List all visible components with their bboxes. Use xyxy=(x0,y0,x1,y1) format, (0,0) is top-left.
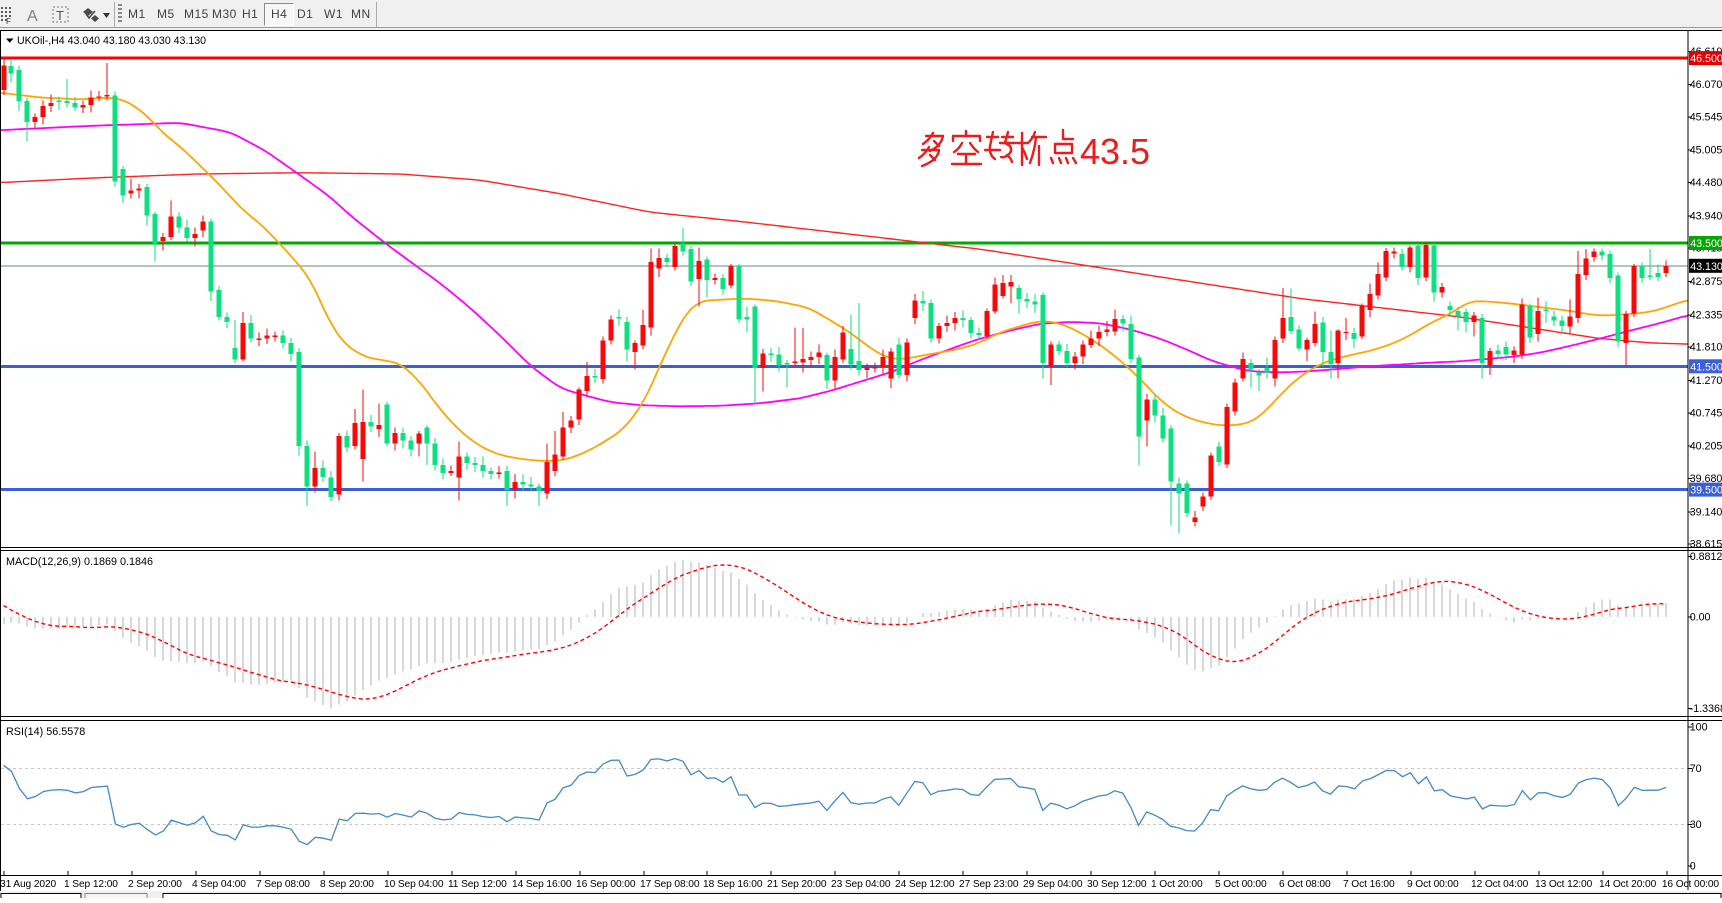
svg-text:MACD(12,26,9) 0.1869 0.1846: MACD(12,26,9) 0.1869 0.1846 xyxy=(6,556,153,568)
svg-text:14 Sep 16:00: 14 Sep 16:00 xyxy=(512,879,572,890)
svg-text:16 Oct 00:00: 16 Oct 00:00 xyxy=(1662,879,1720,890)
svg-text:39.680: 39.680 xyxy=(1690,473,1722,485)
svg-text:41.270: 41.270 xyxy=(1690,375,1722,387)
svg-text:40.745: 40.745 xyxy=(1690,407,1722,419)
svg-text:41.810: 41.810 xyxy=(1690,342,1722,354)
svg-text:0.00: 0.00 xyxy=(1690,612,1711,624)
svg-text:100: 100 xyxy=(1690,722,1708,734)
svg-text:12 Oct 04:00: 12 Oct 04:00 xyxy=(1471,879,1529,890)
svg-text:30 Sep 12:00: 30 Sep 12:00 xyxy=(1087,879,1147,890)
svg-text:18 Sep 16:00: 18 Sep 16:00 xyxy=(703,879,763,890)
svg-text:31 Aug 2020: 31 Aug 2020 xyxy=(0,879,57,890)
svg-text:39.500: 39.500 xyxy=(1690,485,1722,497)
svg-text:F: F xyxy=(6,17,11,26)
svg-text:10 Sep 04:00: 10 Sep 04:00 xyxy=(384,879,444,890)
svg-text:7 Oct 16:00: 7 Oct 16:00 xyxy=(1343,879,1395,890)
svg-text:46.500: 46.500 xyxy=(1690,53,1722,65)
svg-text:9 Oct 00:00: 9 Oct 00:00 xyxy=(1407,879,1459,890)
svg-text:1 Sep 12:00: 1 Sep 12:00 xyxy=(64,879,118,890)
svg-text:8 Sep 20:00: 8 Sep 20:00 xyxy=(320,879,374,890)
svg-text:0.8812: 0.8812 xyxy=(1690,551,1722,563)
svg-text:-1.3368: -1.3368 xyxy=(1690,703,1722,715)
svg-text:17 Sep 08:00: 17 Sep 08:00 xyxy=(640,879,700,890)
svg-text:6 Oct 08:00: 6 Oct 08:00 xyxy=(1279,879,1331,890)
svg-text:27 Sep 23:00: 27 Sep 23:00 xyxy=(959,879,1019,890)
svg-text:43.130: 43.130 xyxy=(1690,261,1722,273)
svg-text:42.875: 42.875 xyxy=(1690,276,1722,288)
svg-text:0: 0 xyxy=(1690,861,1696,873)
svg-text:40.205: 40.205 xyxy=(1690,441,1722,453)
svg-text:4 Sep 04:00: 4 Sep 04:00 xyxy=(192,879,246,890)
svg-text:39.140: 39.140 xyxy=(1690,506,1722,518)
svg-text:2 Sep 20:00: 2 Sep 20:00 xyxy=(128,879,182,890)
svg-text:5 Oct 00:00: 5 Oct 00:00 xyxy=(1215,879,1267,890)
svg-text:44.480: 44.480 xyxy=(1690,177,1722,189)
svg-text:42.335: 42.335 xyxy=(1690,309,1722,321)
svg-text:7 Sep 08:00: 7 Sep 08:00 xyxy=(256,879,310,890)
svg-text:45.005: 45.005 xyxy=(1690,145,1722,157)
svg-text:70: 70 xyxy=(1690,763,1702,775)
svg-text:14 Oct 20:00: 14 Oct 20:00 xyxy=(1599,879,1657,890)
svg-text:21 Sep 20:00: 21 Sep 20:00 xyxy=(767,879,827,890)
svg-text:RSI(14) 56.5578: RSI(14) 56.5578 xyxy=(6,726,85,738)
svg-text:23 Sep 04:00: 23 Sep 04:00 xyxy=(831,879,891,890)
svg-text:30: 30 xyxy=(1690,819,1702,831)
svg-text:24 Sep 12:00: 24 Sep 12:00 xyxy=(895,879,955,890)
svg-text:29 Sep 04:00: 29 Sep 04:00 xyxy=(1023,879,1083,890)
svg-text:1 Oct 20:00: 1 Oct 20:00 xyxy=(1151,879,1203,890)
svg-text:T: T xyxy=(56,8,64,23)
svg-text:UKOil-,H4 43.040 43.180 43.03: UKOil-,H4 43.040 43.180 43.030 43.130 xyxy=(17,35,206,47)
svg-text:41.500: 41.500 xyxy=(1690,361,1722,373)
svg-text:13 Oct 12:00: 13 Oct 12:00 xyxy=(1535,879,1593,890)
svg-text:38.615: 38.615 xyxy=(1690,539,1722,551)
svg-text:43.500: 43.500 xyxy=(1690,238,1722,250)
svg-text:43.940: 43.940 xyxy=(1690,210,1722,222)
svg-text:43.5: 43.5 xyxy=(1080,131,1150,172)
svg-text:45.545: 45.545 xyxy=(1690,111,1722,123)
svg-text:16 Sep 00:00: 16 Sep 00:00 xyxy=(576,879,636,890)
svg-text:A: A xyxy=(27,8,38,25)
svg-text:11 Sep 12:00: 11 Sep 12:00 xyxy=(448,879,507,890)
svg-text:46.070: 46.070 xyxy=(1690,79,1722,91)
